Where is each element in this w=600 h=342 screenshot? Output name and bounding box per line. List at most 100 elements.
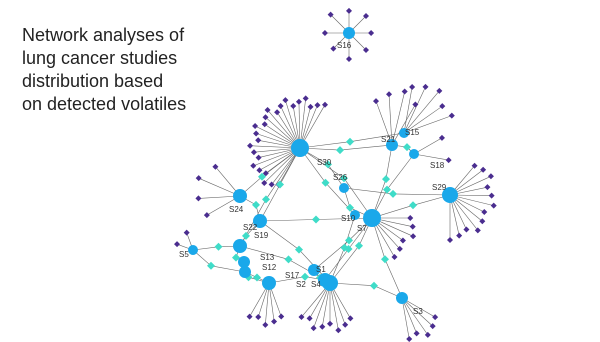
- volatile: [381, 255, 389, 264]
- volatile: [346, 137, 354, 146]
- volatile: [445, 157, 452, 164]
- volatile: [399, 237, 406, 244]
- volatile: [340, 174, 348, 183]
- volatile: [389, 189, 397, 198]
- edge: [413, 137, 443, 155]
- node-label: S30: [317, 158, 332, 167]
- volatile: [422, 83, 429, 90]
- volatile: [488, 192, 495, 199]
- volatile: [363, 47, 370, 54]
- volatile: [487, 173, 494, 180]
- volatile: [264, 106, 271, 113]
- volatile: [429, 323, 436, 330]
- title: Network analyses of lung cancer studies …: [22, 25, 186, 114]
- volatile: [413, 330, 420, 337]
- volatile: [252, 200, 260, 209]
- volatile: [295, 98, 302, 105]
- edge: [349, 132, 405, 142]
- node-label: S18: [430, 161, 445, 170]
- volatile: [345, 236, 353, 245]
- volatile: [252, 123, 259, 130]
- edge: [388, 94, 393, 146]
- study-node: [291, 139, 309, 157]
- volatile: [174, 241, 181, 248]
- volatile: [327, 320, 333, 327]
- node-label: S17: [285, 271, 300, 280]
- volatile: [474, 227, 481, 234]
- node-label: S22: [243, 223, 258, 232]
- volatile: [409, 201, 417, 210]
- node-label: S1: [316, 265, 326, 274]
- volatile: [262, 170, 269, 177]
- edge: [413, 153, 449, 161]
- title-line: distribution based: [22, 71, 163, 91]
- title-line: Network analyses of: [22, 25, 185, 45]
- edge: [403, 115, 452, 134]
- node-label: S21: [381, 135, 396, 144]
- volatile: [401, 88, 408, 95]
- edge: [265, 147, 301, 200]
- volatile: [253, 130, 260, 137]
- volatile: [342, 321, 349, 328]
- volatile: [253, 273, 261, 282]
- volatile: [436, 87, 443, 94]
- volatile: [322, 101, 328, 108]
- volatile: [232, 253, 240, 262]
- volatile: [355, 241, 363, 250]
- study-node: [442, 187, 458, 203]
- volatile: [327, 11, 334, 18]
- volatile: [310, 325, 317, 332]
- volatile: [314, 102, 321, 109]
- volatile: [282, 97, 289, 104]
- volatile: [295, 245, 303, 254]
- volatile: [246, 313, 253, 320]
- volatile: [346, 203, 354, 212]
- volatile: [447, 237, 453, 243]
- volatile: [183, 229, 190, 236]
- study-node: [233, 189, 247, 203]
- edge: [401, 297, 436, 318]
- volatile: [471, 162, 478, 169]
- volatile: [255, 314, 262, 321]
- volatile: [242, 231, 250, 240]
- node-label: S24: [229, 205, 244, 214]
- node-label: S19: [254, 231, 269, 240]
- title-line: on detected volatiles: [22, 94, 186, 114]
- volatile: [386, 91, 393, 98]
- edge: [375, 100, 393, 146]
- volatile: [383, 185, 391, 194]
- volatile: [271, 318, 278, 325]
- edge: [313, 282, 331, 329]
- study-node: [253, 214, 267, 228]
- edge: [403, 105, 443, 134]
- study-node: [343, 27, 355, 39]
- node-label: S12: [262, 263, 277, 272]
- volatile: [448, 112, 455, 119]
- volatile: [438, 134, 445, 141]
- volatile: [268, 181, 275, 188]
- node-label: S13: [260, 253, 275, 262]
- study-node: [386, 139, 398, 151]
- volatile: [456, 232, 463, 239]
- node-label: S4: [311, 280, 321, 289]
- volatile: [262, 195, 270, 204]
- volatile: [363, 12, 370, 19]
- edge: [403, 86, 426, 134]
- volatile: [274, 109, 281, 116]
- edge: [391, 91, 405, 146]
- edge: [329, 282, 339, 331]
- study-node: [339, 183, 349, 193]
- volatile: [250, 149, 257, 156]
- volatile: [321, 178, 330, 187]
- volatile: [479, 218, 486, 225]
- volatile: [409, 223, 416, 230]
- study-node: [188, 245, 198, 255]
- volatile: [302, 95, 309, 102]
- volatile: [406, 335, 413, 342]
- volatile: [277, 103, 284, 110]
- volatile: [480, 166, 487, 173]
- volatile: [298, 314, 305, 321]
- volatile: [306, 315, 313, 322]
- volatile: [324, 160, 332, 169]
